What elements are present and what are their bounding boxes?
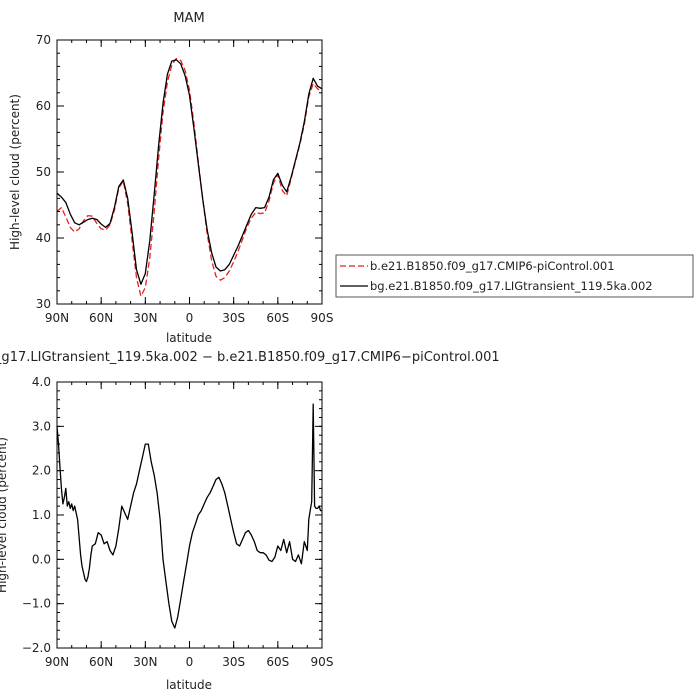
bottom-y-tick-label: 4.0 [32,375,51,389]
bottom-x-tick-label: 90N [45,655,69,669]
top-x-tick-label: 90S [311,311,334,325]
bottom-panel-title: bg.e21.B1850.f09_g17.LIGtransient_119.5k… [0,350,500,365]
legend-box [335,254,694,298]
bottom-y-tick-label: 3.0 [32,419,51,433]
legend-label-lig: bg.e21.B1850.f09_g17.LIGtransient_119.5k… [370,279,653,293]
bottom-series-line-0 [56,403,322,629]
bottom-y-tick-label: −2.0 [22,641,51,655]
top-x-tick-label: 60S [266,311,289,325]
top-series-line-1 [56,59,323,285]
bottom-y-tick-label: 1.0 [32,508,51,522]
bottom-x-tick-label: 60S [266,655,289,669]
bottom-y-axis-label: High-level cloud (percent) [0,437,9,593]
top-panel: MAM 90N 60N 30N 0 30S 60S 90S 30 40 50 60 70 latit… [8,11,333,345]
top-x-tick-label: 30S [222,311,245,325]
bottom-x-tick-label: 60N [89,655,113,669]
top-y-tick-label: 30 [36,297,51,311]
bottom-panel: bg.e21.B1850.f09_g17.LIGtransient_119.5k… [0,350,500,692]
bottom-x-tick-label: 30S [222,655,245,669]
top-x-tick-label: 90N [45,311,69,325]
top-x-tick-label: 0 [186,311,194,325]
top-panel-title: MAM [173,11,204,26]
top-plot-frame [56,39,323,305]
bottom-y-tick-label: 0.0 [32,552,51,566]
bottom-x-tick-label: 0 [186,655,194,669]
top-x-axis-label: latitude [166,331,212,345]
top-x-tick-label: 30N [133,311,157,325]
top-y-tick-label: 70 [36,33,51,47]
bottom-y-tick-label: −1.0 [22,597,51,611]
top-x-tick-label: 60N [89,311,113,325]
bottom-plot-frame [56,381,323,649]
bottom-x-tick-label: 30N [133,655,157,669]
bottom-y-tick-label: 2.0 [32,464,51,478]
top-y-tick-label: 40 [36,231,51,245]
bottom-x-tick-label: 90S [311,655,334,669]
bottom-x-axis-label: latitude [166,678,212,692]
top-y-tick-label: 50 [36,165,51,179]
legend: b.e21.B1850.f09_g17.CMIP6-piControl.001 … [335,254,694,298]
legend-label-control: b.e21.B1850.f09_g17.CMIP6-piControl.001 [370,259,615,273]
top-y-tick-label: 60 [36,99,51,113]
top-y-axis-label: High-level cloud (percent) [8,94,22,250]
